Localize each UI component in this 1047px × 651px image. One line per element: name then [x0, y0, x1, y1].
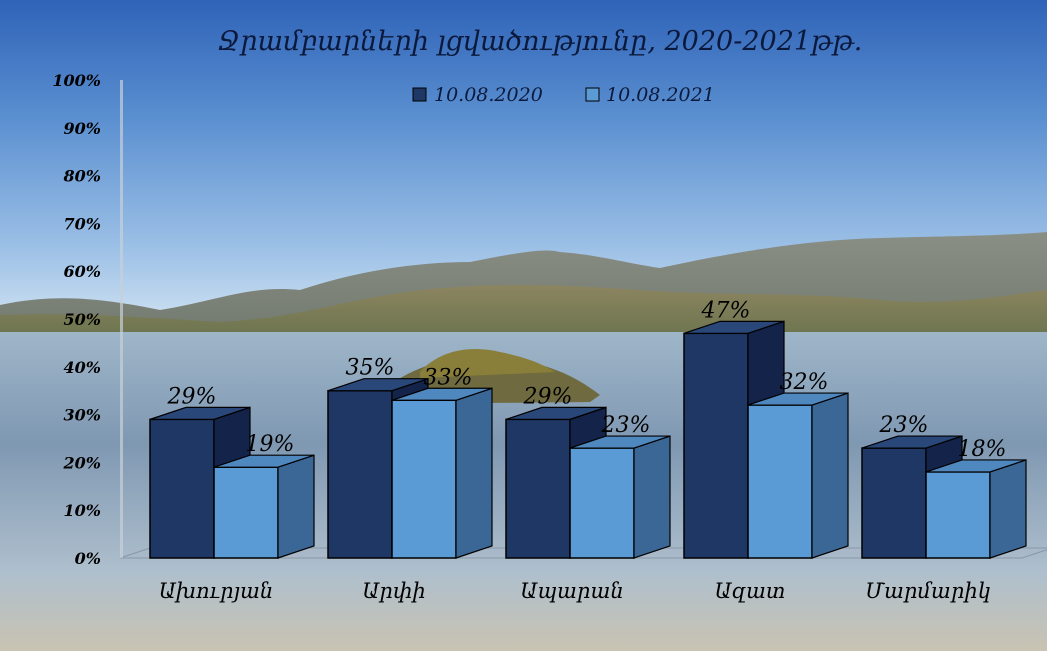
- y-tick-label: 30%: [64, 406, 101, 425]
- data-label-2020-3: 29%: [523, 384, 573, 409]
- bar-top-face: [925, 459, 1027, 473]
- y-tick-label: 20%: [63, 453, 101, 472]
- bar-side-face: [989, 459, 1027, 559]
- data-label-2021-4: 32%: [780, 370, 829, 395]
- bar-front-face: [569, 447, 635, 559]
- data-label-2020-5: 23%: [879, 413, 929, 438]
- bar-2021-2: [391, 387, 493, 559]
- x-tick-label: Ազատ: [715, 579, 786, 603]
- bar-top-face: [213, 454, 315, 468]
- chart-back-wall: [120, 80, 123, 558]
- bar-front-face: [861, 447, 927, 559]
- bar-front-face: [149, 418, 215, 559]
- chart-title: Ջրամբարների լցվածությունը, 2020-2021թթ.: [218, 26, 863, 57]
- x-tick-label: Մարմարիկ: [865, 579, 991, 603]
- data-label-2020-2: 35%: [346, 356, 395, 381]
- bar-front-face: [683, 332, 749, 559]
- y-tick-label: 90%: [64, 119, 101, 138]
- x-tick-label: Ապարան: [520, 579, 623, 603]
- bar-top-face: [569, 435, 671, 449]
- legend-label-2021: 10.08.2021: [606, 84, 715, 106]
- data-label-2020-1: 29%: [167, 384, 217, 409]
- bar-2021-3: [569, 435, 671, 559]
- data-label-2021-2: 33%: [424, 365, 473, 390]
- bar-top-face: [747, 392, 849, 406]
- legend: 10.08.2020 10.08.2021: [412, 84, 715, 106]
- data-label-2021-1: 19%: [246, 432, 295, 457]
- bar-front-face: [391, 399, 457, 559]
- plot-area: 0% 10% 20% 30% 40% 50% 60% 70% 80% 90% 100% 29% 19%…: [52, 71, 1047, 603]
- y-tick-label: 60%: [64, 262, 101, 281]
- y-tick-label: 40%: [64, 358, 101, 377]
- bar-top-face: [505, 406, 607, 420]
- bar-top-face: [149, 406, 251, 420]
- bar-front-face: [213, 466, 279, 559]
- bar-side-face: [811, 392, 849, 559]
- bar-front-face: [327, 389, 393, 559]
- bar-2021-1: [213, 454, 315, 559]
- data-label-2021-5: 18%: [958, 437, 1007, 462]
- bar-top-face: [683, 320, 785, 334]
- bar-top-face: [861, 435, 963, 449]
- bar-side-face: [633, 435, 671, 559]
- bar-front-face: [747, 404, 813, 559]
- bar-top-face: [327, 378, 429, 392]
- y-tick-label: 0%: [75, 549, 101, 568]
- data-label-2020-4: 47%: [701, 298, 751, 323]
- x-tick-label: Արփի: [362, 579, 425, 603]
- bar-front-face: [505, 418, 571, 559]
- y-tick-label: 10%: [64, 501, 101, 520]
- y-tick-label: 70%: [64, 214, 101, 233]
- bar-side-face: [277, 454, 315, 559]
- bar-2020-5: [861, 435, 963, 559]
- y-tick-label: 80%: [63, 167, 101, 186]
- legend-swatch-2021: [585, 87, 600, 102]
- x-tick-label: Ախուրյան: [159, 579, 274, 603]
- legend-label-2020: 10.08.2020: [434, 84, 543, 106]
- bar-top-face: [391, 387, 493, 401]
- y-tick-label: 50%: [64, 310, 101, 329]
- bar-2021-5: [925, 459, 1027, 559]
- bar-side-face: [455, 387, 493, 559]
- bar-2021-4: [747, 392, 849, 559]
- data-label-2021-3: 23%: [601, 413, 651, 438]
- bar-front-face: [925, 471, 991, 559]
- legend-swatch-2020: [412, 87, 427, 102]
- y-tick-label: 100%: [52, 71, 101, 90]
